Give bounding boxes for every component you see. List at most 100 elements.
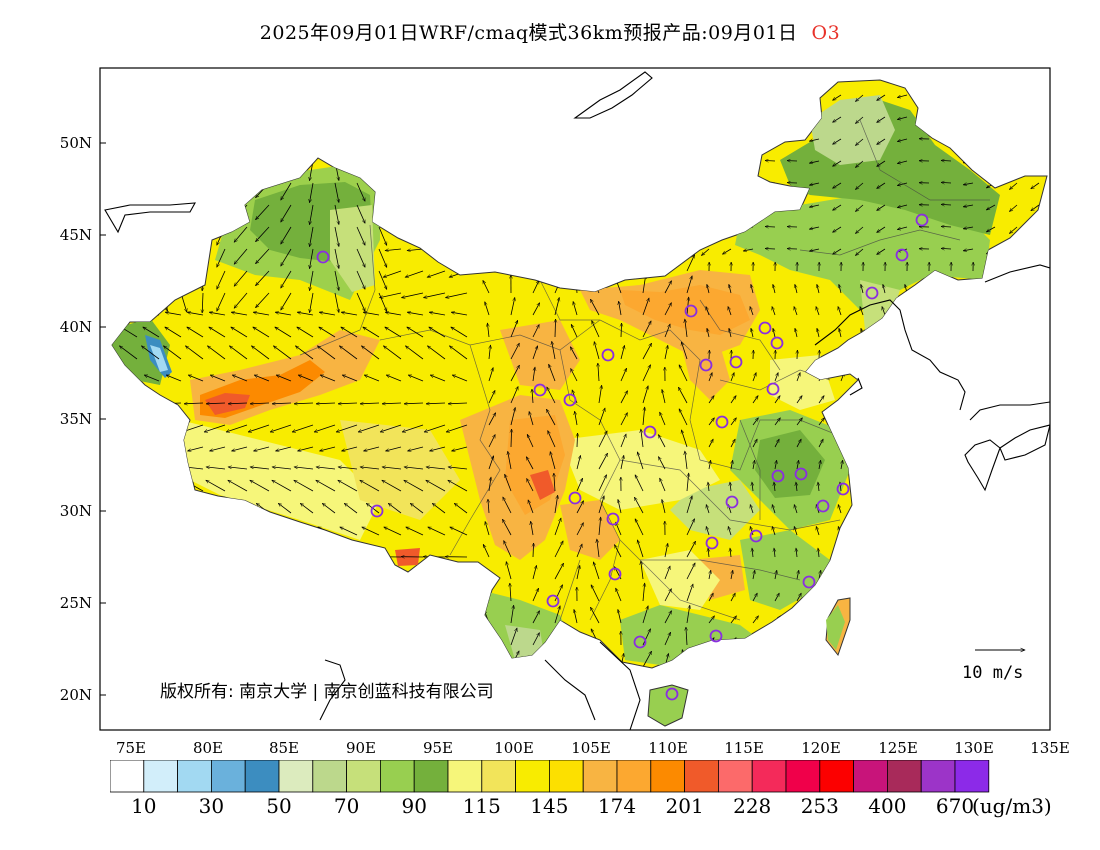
wind-vector [994, 396, 1000, 404]
wind-vector [386, 116, 402, 122]
map-title: 2025年09月01日WRF/cmaq模式36km预报产品:09月01日 O3 [0, 18, 1100, 45]
wind-vector [1031, 204, 1040, 211]
city-marker [665, 687, 679, 701]
wind-vector [941, 226, 952, 227]
wind-vector [593, 254, 600, 272]
wind-vector [253, 710, 269, 711]
legend-swatch [211, 760, 246, 793]
wind-vector [184, 403, 204, 404]
wind-vector [255, 637, 270, 646]
wind-vector [833, 94, 842, 101]
wind-vector [833, 182, 842, 189]
wind-vector [884, 439, 890, 448]
wind-vector [1038, 373, 1042, 382]
wind-vector [310, 226, 314, 247]
wind-vector [338, 479, 358, 492]
china-ozone-field [111, 79, 1048, 727]
legend-swatch [244, 760, 280, 793]
wind-vector [855, 94, 864, 102]
wind-vector [449, 600, 468, 606]
wind-vector [485, 522, 490, 536]
wind-vector [426, 467, 446, 470]
wind-vector [907, 460, 909, 470]
wind-vector [202, 94, 203, 115]
wind-vector [450, 526, 468, 536]
wind-vector [862, 439, 868, 448]
color-legend: 10 30 50 70 90 115 145 174 201 228 253 400 670 (ug/m… [110, 760, 1052, 818]
city-marker [794, 467, 808, 481]
wind-vector [1009, 116, 1018, 124]
wind-vector [941, 94, 952, 95]
wind-vector [489, 653, 490, 668]
wind-vector [234, 270, 248, 286]
wind-vector [575, 411, 578, 426]
wind-vector [855, 182, 864, 190]
wind-vector [701, 160, 710, 168]
wind-vector [577, 433, 578, 448]
wind-vector [124, 503, 138, 514]
wind-vector [963, 139, 974, 141]
wind-vector [256, 270, 270, 286]
wind-vector [144, 578, 160, 584]
wind-vector [926, 526, 930, 536]
legend-swatch [548, 760, 584, 793]
wind-vector [643, 583, 645, 602]
wind-vector [861, 284, 863, 294]
wind-vector [722, 226, 732, 233]
wind-vector [356, 160, 366, 179]
wind-vector [122, 374, 138, 382]
wind-vector [950, 418, 956, 426]
wind-vector [619, 301, 622, 316]
wind-vector [334, 292, 339, 313]
legend-swatch [110, 760, 145, 793]
wind-vector [906, 418, 912, 426]
wind-vector [555, 627, 557, 646]
wind-vector [729, 284, 731, 294]
wind-vector [310, 270, 314, 291]
wind-vector [404, 479, 424, 492]
wind-vector [297, 312, 314, 316]
wind-vector [363, 710, 379, 711]
wind-vector [986, 116, 996, 123]
wind-vector [168, 503, 182, 514]
wind-vector [448, 403, 468, 404]
wind-vector [722, 248, 732, 255]
wind-vector [448, 479, 468, 492]
wind-vector [765, 117, 776, 118]
wind-vector [796, 373, 800, 382]
wind-vector [180, 138, 187, 158]
wind-vector [364, 655, 380, 668]
wind-vector [795, 284, 797, 294]
wind-vector [180, 160, 187, 180]
wind-vector [482, 589, 490, 602]
city-marker [895, 248, 909, 262]
wind-vector [861, 702, 863, 711]
wind-vector [598, 431, 608, 448]
wind-vector [273, 346, 292, 360]
wind-vector [963, 183, 974, 185]
wind-vector [794, 307, 798, 316]
wind-vector [256, 138, 270, 154]
wind-vector [529, 104, 534, 118]
wind-vector [158, 204, 168, 223]
wind-vector [146, 503, 160, 514]
wind-vector [209, 312, 226, 316]
wind-vector [904, 526, 908, 536]
wind-vector [963, 95, 974, 97]
wind-vector [951, 570, 953, 580]
wind-vector [187, 312, 204, 316]
wind-vector [510, 583, 511, 602]
wind-vector [162, 467, 182, 470]
wind-vector [884, 616, 891, 624]
legend-label: 70 [334, 794, 359, 818]
city-marker [816, 499, 830, 513]
wind-vector [765, 249, 776, 250]
wind-vector [1016, 396, 1022, 404]
wind-vector [753, 460, 755, 470]
wind-vector [571, 632, 578, 646]
wind-vector [430, 578, 446, 584]
wind-vector [408, 194, 424, 206]
wind-vector [344, 503, 358, 514]
wind-vector [310, 116, 314, 137]
wind-vector [774, 548, 775, 558]
